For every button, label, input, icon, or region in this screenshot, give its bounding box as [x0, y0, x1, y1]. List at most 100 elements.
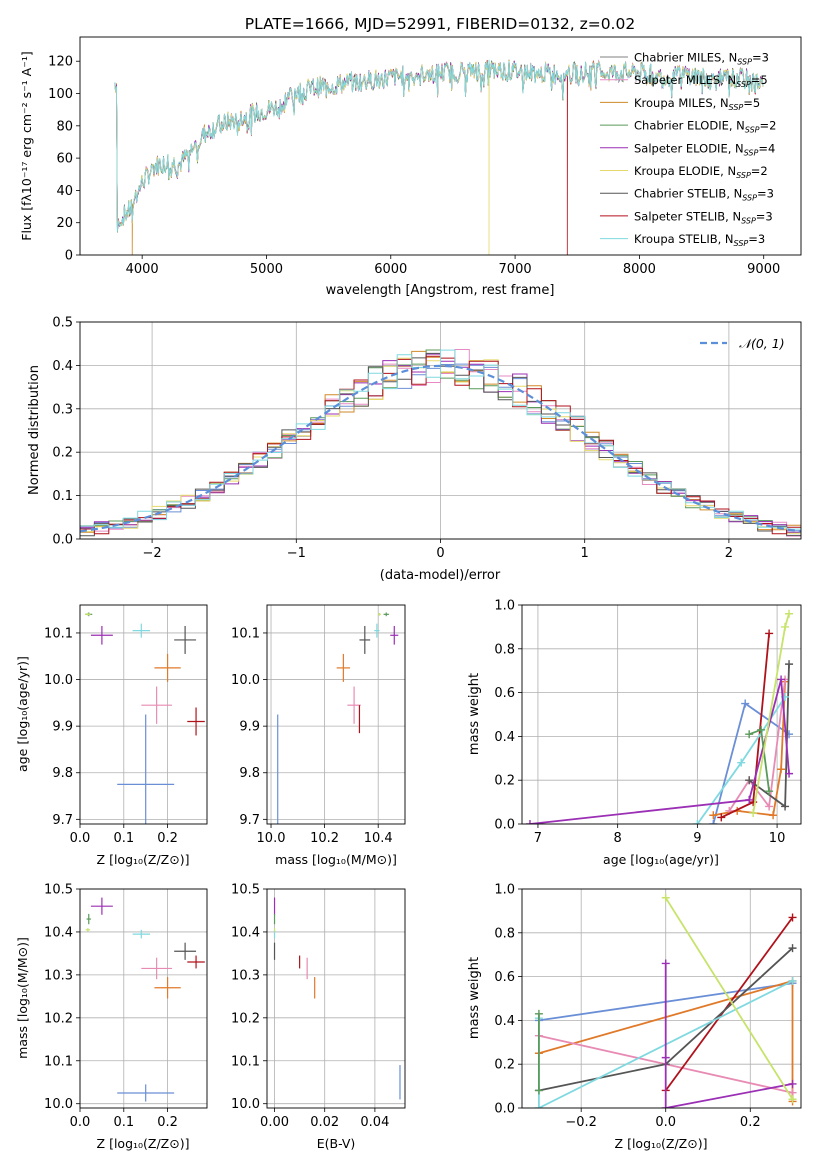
axes-frame-mw_age: [521, 604, 802, 825]
x-tick-label: 7: [534, 831, 542, 846]
axes-mass_ebv: 0.00 0.02 0.04 10.0 10.1 10.2 10.3 10.4 10.5: [231, 883, 405, 1130]
x-tick-label: 9: [693, 831, 701, 846]
errorbar-group-age_mass: [277, 612, 399, 824]
mw-age-xlabel: age [log₁₀(age/yr)]: [603, 852, 719, 867]
axes-frame-age_mass: [266, 604, 406, 825]
y-tick-label: 10.2: [44, 1011, 73, 1026]
axes-mw_z: −0.2 0.0 0.2 0.0 0.2 0.4 0.6 0.8 1.0: [494, 883, 801, 1130]
chart-marks: 4000 5000 6000 7000 8000 9000020406080100120−…: [44, 36, 802, 1130]
mw-age-ylabel: mass weight: [467, 673, 482, 755]
axes-residuals: −2 −1 0 1 2 0.0 0.1 0.2 0.3 0.4 0.5: [52, 316, 801, 561]
massweight-point: [788, 944, 797, 953]
mass-ebv-xlabel: E(B-V): [317, 1136, 356, 1151]
y-tick-label: 10.1: [231, 626, 260, 641]
legend-label: 𝒩(0, 1): [739, 336, 785, 351]
legend-label: Kroupa MILES, NSSP=5: [634, 96, 760, 112]
massweight-point: [745, 776, 754, 785]
axes-frame-residuals: [79, 321, 802, 540]
legend-label: Salpeter STELIB, NSSP=3: [634, 209, 773, 225]
y-tick-label: 0.0: [52, 533, 73, 548]
x-tick-label: 10.4: [364, 831, 393, 846]
y-tick-label: 0.3: [52, 402, 73, 417]
y-tick-label: 10.1: [44, 626, 73, 641]
y-tick-label: 0.2: [52, 446, 73, 461]
y-tick-label: 10.5: [44, 883, 73, 898]
massweight-point: [737, 758, 746, 767]
massweight-point: [785, 660, 794, 669]
legend-label: Kroupa ELODIE, NSSP=2: [634, 164, 768, 180]
y-tick-label: 10.1: [231, 1054, 260, 1069]
x-tick-label: 8000: [623, 262, 656, 277]
x-tick-label: 7000: [499, 262, 532, 277]
x-tick-label: 6000: [374, 262, 407, 277]
y-tick-label: 0.0: [494, 818, 515, 833]
y-tick-label: 10.4: [44, 925, 73, 940]
massweight-point: [788, 976, 797, 985]
y-tick-label: 10.0: [44, 673, 73, 688]
x-tick-label: 0.00: [260, 1115, 289, 1130]
y-tick-label: 0.4: [52, 359, 73, 374]
massweight-point: [525, 820, 534, 824]
massweight-point: [769, 811, 778, 820]
y-tick-label: 10.5: [231, 883, 260, 898]
massweight-point: [781, 622, 790, 631]
y-tick-label: 10.2: [231, 1011, 260, 1026]
y-tick-label: 10.3: [44, 968, 73, 983]
y-tick-label: 0.4: [494, 1014, 515, 1029]
massweight-point: [717, 813, 726, 822]
x-tick-label: 0.2: [157, 831, 178, 846]
y-tick-label: 1.0: [494, 883, 515, 898]
massweight-line: [664, 916, 794, 1092]
y-tick-label: 9.7: [52, 813, 73, 828]
y-tick-label: 0: [65, 249, 73, 264]
y-tick-label: 120: [48, 55, 73, 70]
axes-mass_z: 0.0 0.1 0.2 10.0 10.1 10.2 10.3 10.4 10.5: [44, 883, 207, 1130]
massweight-point: [765, 629, 774, 638]
y-tick-label: 10.4: [231, 925, 260, 940]
axes-frame-spectrum: [79, 36, 802, 256]
spectrum-xlabel: wavelength [Angstrom, rest frame]: [326, 283, 555, 298]
axes-spectrum: 4000 5000 6000 7000 8000 9000 0 20 40 60 80 100 120: [48, 55, 780, 277]
y-tick-label: 9.7: [239, 813, 260, 828]
x-tick-label: 1: [581, 546, 589, 561]
massweight-point: [534, 1009, 543, 1018]
massweight-point: [757, 725, 766, 734]
x-tick-label: 0.02: [310, 1115, 339, 1130]
massweight-point: [788, 913, 797, 922]
y-tick-label: 40: [56, 184, 73, 199]
residual-histograms: [80, 349, 801, 537]
massweight-point: [661, 1053, 670, 1062]
massweight-point: [693, 820, 702, 824]
y-tick-label: 9.9: [239, 720, 260, 735]
x-tick-label: −0.2: [565, 1115, 597, 1130]
y-tick-label: 0.8: [494, 642, 515, 657]
y-tick-label: 80: [56, 119, 73, 134]
x-tick-label: −2: [143, 546, 162, 561]
x-tick-label: 10.0: [257, 831, 286, 846]
massweight-point: [785, 769, 794, 778]
age-z-xlabel: Z [log₁₀(Z/Z⊙)]: [97, 852, 190, 867]
y-tick-label: 0.8: [494, 926, 515, 941]
gaussian-curve: [80, 364, 801, 533]
x-tick-label: 2: [725, 546, 733, 561]
mass-z-ylabel: mass [log₁₀(M/M⊙)]: [15, 937, 30, 1059]
y-tick-label: 9.8: [239, 766, 260, 781]
y-tick-label: 0.0: [494, 1102, 515, 1117]
axes-frame-mass_ebv: [266, 888, 406, 1109]
age-z-ylabel: age [log₁₀(age/yr)]: [15, 656, 30, 772]
y-tick-label: 10.0: [231, 673, 260, 688]
x-tick-label: −1: [287, 546, 306, 561]
x-tick-label: 0.1: [113, 1115, 134, 1130]
x-tick-label: 0.2: [157, 1115, 178, 1130]
mass-z-xlabel: Z [log₁₀(Z/Z⊙)]: [97, 1136, 190, 1151]
x-tick-label: 0: [436, 546, 444, 561]
spectrum-line: [114, 59, 764, 232]
y-tick-label: 100: [48, 87, 73, 102]
legend-label: Chabrier ELODIE, NSSP=2: [634, 119, 776, 135]
massweight-point: [661, 893, 670, 902]
y-tick-label: 0.2: [494, 1058, 515, 1073]
massweight-lines-mw_age: [525, 609, 794, 824]
massweight-point: [749, 809, 758, 818]
legend-label: Kroupa STELIB, NSSP=3: [634, 232, 765, 248]
